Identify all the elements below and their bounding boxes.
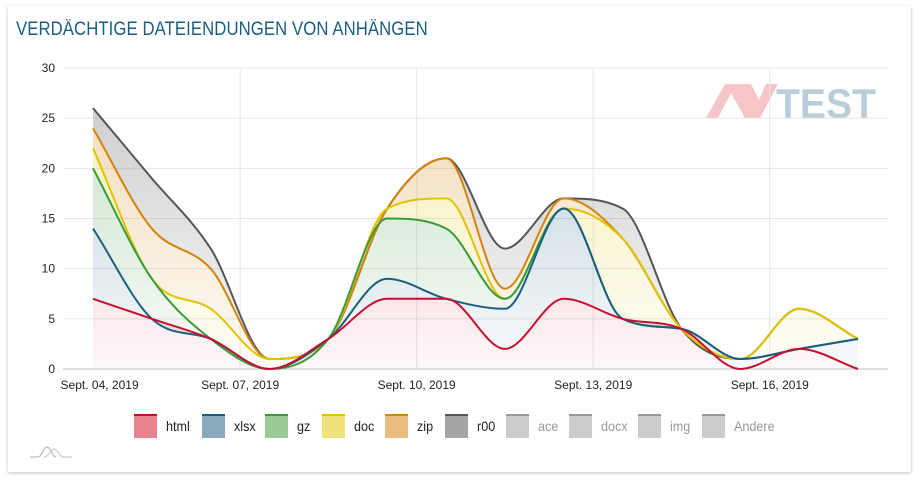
legend-item-html[interactable]: html	[134, 414, 192, 438]
x-tick-label: Sept. 07, 2019	[201, 378, 279, 392]
legend-item-gz[interactable]: gz	[265, 414, 312, 438]
legend-label: html	[166, 418, 190, 434]
y-axis: 0 5 10 15 20 25 30	[42, 61, 56, 376]
legend-label: r00	[477, 418, 496, 434]
y-tick-label: 30	[42, 61, 56, 75]
y-tick-label: 15	[42, 212, 56, 226]
legend-swatch-icon	[322, 414, 345, 438]
logo-test-text: TEST	[776, 80, 876, 127]
x-tick-label: Sept. 04, 2019	[61, 378, 139, 392]
legend-item-xlsx[interactable]: xlsx	[202, 414, 258, 438]
legend-label: img	[670, 418, 691, 434]
area-doc	[93, 148, 858, 369]
legend-swatch-icon	[702, 414, 725, 438]
area-html	[93, 298, 858, 369]
y-tick-label: 10	[42, 262, 56, 276]
y-tick-label: 0	[48, 362, 55, 376]
legend-swatch-icon	[445, 414, 468, 438]
x-tick-label: Sept. 16, 2019	[731, 378, 809, 392]
line-html[interactable]	[92, 297, 859, 371]
legend-label: xlsx	[234, 418, 256, 434]
legend-swatch-icon	[134, 414, 157, 438]
series-lines	[92, 107, 859, 371]
sparkline-logo-icon	[30, 446, 72, 458]
legend-item-zip[interactable]: zip	[385, 414, 435, 438]
legend-label: doc	[354, 418, 375, 434]
series-areas	[93, 108, 858, 369]
legend-item-docx[interactable]: docx	[569, 414, 631, 438]
legend-swatch-icon	[265, 414, 288, 438]
legend-label: docx	[601, 418, 628, 434]
legend-label: Andere	[734, 418, 775, 434]
y-tick-label: 25	[42, 111, 56, 125]
x-tick-label: Sept. 10, 2019	[378, 378, 456, 392]
legend-swatch-icon	[385, 414, 408, 438]
legend-item-doc[interactable]: doc	[322, 414, 377, 438]
legend-swatch-icon	[638, 414, 661, 438]
y-tick-label: 5	[48, 312, 55, 326]
area-zip	[93, 128, 858, 359]
legend-swatch-icon	[569, 414, 592, 438]
logo-v-shape	[738, 84, 778, 118]
x-axis: Sept. 04, 2019 Sept. 07, 2019 Sept. 10, 20…	[61, 378, 810, 392]
legend-label: zip	[417, 418, 434, 434]
x-tick-label: Sept. 13, 2019	[554, 378, 632, 392]
logo-a-shape	[706, 84, 757, 118]
legend-item-ace[interactable]: ace	[506, 414, 561, 438]
legend-item-r00[interactable]: r00	[445, 414, 497, 438]
legend-item-andere[interactable]: Andere	[702, 414, 779, 438]
chart-title: VERDÄCHTIGE DATEIENDUNGEN VON ANHÄNGEN	[16, 19, 428, 40]
y-tick-label: 20	[42, 161, 56, 175]
legend: html xlsx gz doc zip r00 ace docx img Andere	[0, 414, 919, 442]
line-doc[interactable]	[92, 147, 859, 361]
av-test-logo-watermark: TEST	[706, 80, 876, 127]
legend-item-img[interactable]: img	[638, 414, 693, 438]
legend-swatch-icon	[506, 414, 529, 438]
legend-label: gz	[297, 418, 311, 434]
legend-label: ace	[538, 418, 559, 434]
legend-swatch-icon	[202, 414, 225, 438]
